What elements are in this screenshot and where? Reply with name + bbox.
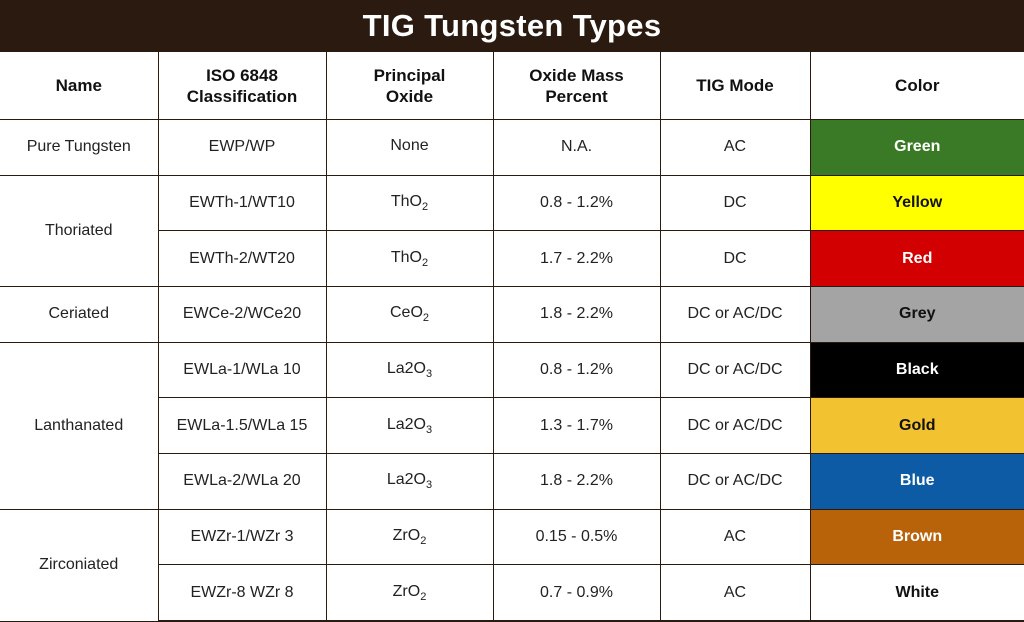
table-row: EWZr-8 WZr 8 ZrO2 0.7 - 0.9% AC White (0, 564, 1024, 622)
group-name: Ceriated (0, 285, 159, 343)
oxide-cell: ZrO2 (325, 508, 494, 566)
mode-cell: AC (659, 119, 811, 176)
iso-cell: EWLa-1/WLa 10 (157, 341, 327, 399)
mode-cell: AC (659, 508, 811, 566)
table-row: Lanthanated EWLa-1/WLa 10 La2O3 0.8 - 1.… (0, 341, 1024, 510)
mode-cell: DC or AC/DC (659, 341, 811, 399)
oxide-cell: ThO2 (325, 230, 494, 287)
oxide-cell: La2O3 (325, 341, 494, 399)
iso-cell: EWZr-1/WZr 3 (157, 508, 327, 566)
oxide-cell: La2O3 (325, 452, 494, 510)
group-name: Pure Tungsten (0, 119, 159, 176)
group-name: Zirconiated (0, 508, 159, 622)
mass-cell: 0.7 - 0.9% (492, 564, 661, 622)
mass-cell: 0.8 - 1.2% (492, 174, 661, 232)
header-principal-oxide: Principal Oxide (325, 52, 494, 120)
iso-cell: EWLa-2/WLa 20 (158, 452, 327, 510)
mode-cell: DC or AC/DC (659, 452, 811, 510)
color-cell: Red (809, 230, 1024, 287)
table-row: Zirconiated EWZr-1/WZr 3 ZrO2 0.15 - 0.5… (0, 508, 1024, 622)
mass-cell: 0.15 - 0.5% (492, 508, 661, 566)
mode-cell: AC (659, 564, 811, 622)
mode-cell: DC (659, 230, 811, 287)
color-cell: Gold (809, 397, 1024, 454)
header-tig-mode: TIG Mode (659, 52, 811, 120)
header-iso-classification: ISO 6848 Classification (157, 52, 327, 120)
oxide-cell: None (325, 119, 494, 176)
page-title: TIG Tungsten Types (362, 8, 662, 43)
iso-cell: EWP/WP (157, 119, 327, 176)
color-cell: Green (809, 119, 1024, 176)
color-cell: Grey (809, 285, 1024, 343)
oxide-cell: La2O3 (325, 397, 494, 454)
table-row: EWTh-2/WT20 ThO2 1.7 - 2.2% DC Red (0, 230, 1024, 287)
color-cell: White (809, 564, 1024, 622)
color-cell: Yellow (809, 174, 1024, 232)
color-cell: Blue (809, 452, 1024, 510)
color-cell: Black (809, 341, 1024, 399)
title-bar: TIG Tungsten Types (0, 0, 1024, 52)
table-row: EWLa-2/WLa 20 La2O3 1.8 - 2.2% DC or AC/… (0, 452, 1024, 510)
mass-cell: 1.8 - 2.2% (492, 452, 661, 510)
oxide-cell: CeO2 (325, 285, 494, 343)
mode-cell: DC (659, 174, 811, 232)
table-row: Ceriated EWCe-2/WCe20 CeO2 1.8 - 2.2% DC… (0, 285, 1024, 343)
table-row: Thoriated EWTh-1/WT10 ThO2 0.8 - 1.2% DC… (0, 174, 1024, 287)
oxide-cell: ZrO2 (325, 564, 494, 622)
iso-cell: EWTh-1/WT10 (157, 174, 327, 232)
header-oxide-mass-percent: Oxide Mass Percent (492, 52, 661, 120)
mass-cell: 0.8 - 1.2% (492, 341, 661, 399)
mass-cell: 1.3 - 1.7% (492, 397, 661, 454)
group-name: Lanthanated (0, 341, 159, 510)
mode-cell: DC or AC/DC (659, 397, 811, 454)
iso-cell: EWCe-2/WCe20 (157, 285, 327, 343)
mass-cell: N.A. (492, 119, 661, 176)
mass-cell: 1.7 - 2.2% (492, 230, 661, 287)
header-name: Name (0, 52, 159, 120)
iso-cell: EWTh-2/WT20 (158, 230, 327, 287)
group-name: Thoriated (0, 174, 159, 287)
header-row: Name ISO 6848 Classification Principal Oxi… (0, 52, 1024, 120)
table-row: Pure Tungsten EWP/WP None N.A. AC Green (0, 119, 1024, 176)
mode-cell: DC or AC/DC (659, 285, 811, 343)
header-color: Color (809, 52, 1024, 120)
tungsten-types-table: Name ISO 6848 Classification Principal Oxi… (0, 52, 1024, 622)
color-cell: Brown (809, 508, 1024, 566)
mass-cell: 1.8 - 2.2% (492, 285, 661, 343)
iso-cell: EWLa-1.5/WLa 15 (158, 397, 327, 454)
oxide-cell: ThO2 (325, 174, 494, 232)
iso-cell: EWZr-8 WZr 8 (158, 564, 327, 622)
